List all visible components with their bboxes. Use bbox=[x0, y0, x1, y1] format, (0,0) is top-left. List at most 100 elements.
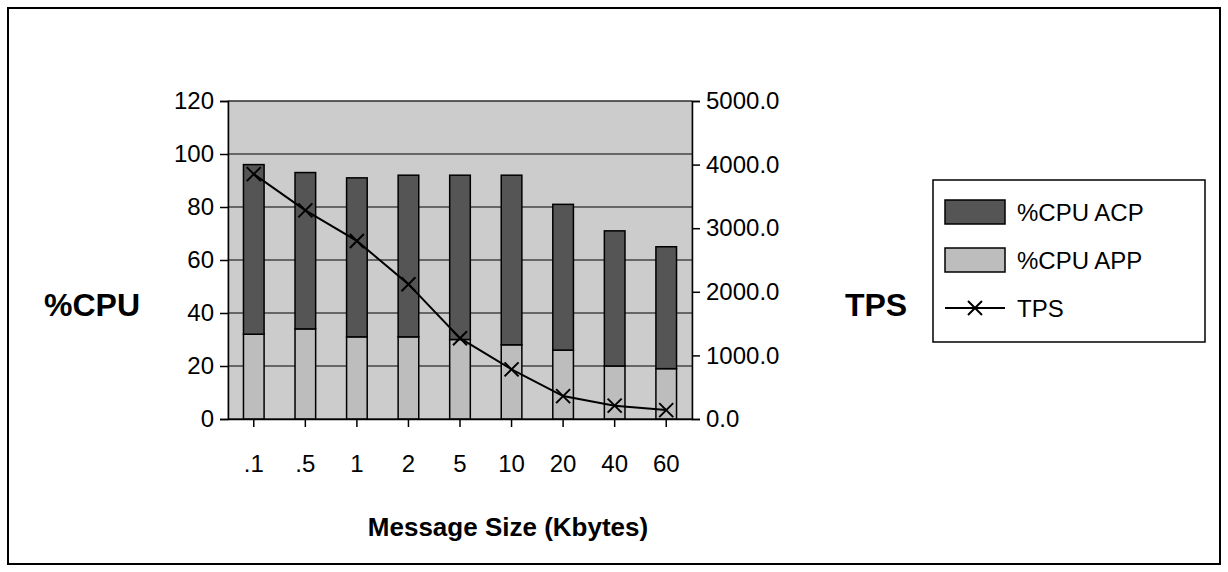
tick: 60 bbox=[187, 246, 228, 273]
tick: 120 bbox=[174, 87, 228, 114]
line-marker bbox=[505, 362, 519, 376]
tick-label: 60 bbox=[187, 246, 214, 273]
tick-label: 1000.0 bbox=[706, 342, 779, 369]
tick: 40 bbox=[601, 419, 628, 477]
tick: 10 bbox=[498, 419, 525, 477]
tick-mark bbox=[220, 260, 228, 262]
tick-label: 2 bbox=[402, 450, 415, 477]
grid bbox=[228, 101, 692, 419]
line-marker bbox=[298, 203, 312, 217]
legend-marker bbox=[968, 301, 982, 315]
tick-mark bbox=[692, 228, 700, 230]
bar-segment bbox=[398, 175, 419, 337]
tick-mark bbox=[459, 419, 461, 427]
tick-mark bbox=[356, 419, 358, 427]
axis-line bbox=[693, 102, 701, 420]
bar-segment bbox=[347, 337, 368, 419]
y2-axis-title: TPS bbox=[845, 287, 907, 323]
tick-label: 20 bbox=[187, 352, 214, 379]
tick-label: 0.0 bbox=[706, 405, 739, 432]
line-series bbox=[254, 174, 666, 410]
tick-mark bbox=[220, 207, 228, 209]
tick-label: 20 bbox=[550, 450, 577, 477]
categories-axis: .1 .5 1 2 5 10 20 40 60 bbox=[229, 419, 693, 477]
tick: 1 bbox=[350, 419, 363, 477]
tick-label: .5 bbox=[295, 450, 315, 477]
tick-mark bbox=[692, 101, 700, 103]
tick: 60 bbox=[653, 419, 680, 477]
bar-segment bbox=[656, 369, 677, 419]
plot-background bbox=[228, 101, 692, 419]
tick-label: 10 bbox=[498, 450, 525, 477]
tick-label: 100 bbox=[174, 140, 214, 167]
tick-label: 120 bbox=[174, 87, 214, 114]
tick: 1000.0 bbox=[692, 342, 779, 369]
bar-segment bbox=[243, 334, 264, 419]
bar-segment bbox=[347, 178, 368, 337]
tick: .5 bbox=[295, 419, 315, 477]
legend-item: TPS bbox=[945, 295, 1064, 322]
tick: 100 bbox=[174, 140, 228, 167]
legend-item: %CPU ACP bbox=[945, 199, 1144, 226]
yticks-axis: 0 20 40 60 80 100 120 bbox=[174, 87, 229, 432]
tick-label: 80 bbox=[187, 193, 214, 220]
y-axis-title: %CPU bbox=[44, 287, 140, 323]
tick-label: 5000.0 bbox=[706, 87, 779, 114]
tick: 5000.0 bbox=[692, 87, 779, 114]
tick-mark bbox=[253, 419, 255, 427]
chart-frame bbox=[8, 8, 1220, 564]
tick-mark bbox=[614, 419, 616, 427]
bar-segment bbox=[553, 350, 574, 419]
bar-segment bbox=[450, 175, 471, 339]
tick: 3000.0 bbox=[692, 214, 779, 241]
tick-mark bbox=[511, 419, 513, 427]
bar-segment bbox=[398, 337, 419, 419]
tick-label: 40 bbox=[187, 299, 214, 326]
grid-line bbox=[228, 154, 692, 155]
bar-segment bbox=[604, 366, 625, 419]
tick: 80 bbox=[187, 193, 228, 220]
tick: 20 bbox=[550, 419, 577, 477]
line-marker bbox=[608, 399, 622, 413]
bar-segment bbox=[295, 173, 316, 329]
tick: 2000.0 bbox=[692, 278, 779, 305]
legend-item: %CPU APP bbox=[945, 247, 1142, 274]
tick: 2 bbox=[402, 419, 415, 477]
legend-swatch bbox=[945, 200, 1005, 224]
tick: 4000.0 bbox=[692, 151, 779, 178]
legend: %CPU ACP %CPU APP TPS bbox=[933, 180, 1205, 342]
x-axis-title: Message Size (Kbytes) bbox=[368, 512, 648, 542]
grid-line bbox=[228, 101, 692, 102]
bar-segment bbox=[450, 340, 471, 420]
bar-segment bbox=[243, 165, 264, 335]
tick-label: 40 bbox=[601, 450, 628, 477]
tick-mark bbox=[408, 419, 410, 427]
line-marker bbox=[247, 167, 261, 181]
tick-mark bbox=[562, 419, 564, 427]
tick-mark bbox=[220, 313, 228, 315]
bar-segment bbox=[501, 345, 522, 419]
tick-mark bbox=[692, 292, 700, 294]
tick-mark bbox=[220, 419, 228, 421]
tick-label: 5 bbox=[453, 450, 466, 477]
axis-line bbox=[220, 102, 229, 420]
tick-label: 3000.0 bbox=[706, 214, 779, 241]
line-marker bbox=[556, 389, 570, 403]
tick: 40 bbox=[187, 299, 228, 326]
tick-mark bbox=[220, 154, 228, 156]
legend-label: TPS bbox=[1017, 295, 1064, 322]
line-marker bbox=[659, 403, 673, 417]
tick-label: 0 bbox=[201, 405, 214, 432]
tick-label: 1 bbox=[350, 450, 363, 477]
line-marker bbox=[401, 277, 415, 291]
legend-label: %CPU ACP bbox=[1017, 199, 1144, 226]
tick-mark bbox=[220, 101, 228, 103]
tick-label: 60 bbox=[653, 450, 680, 477]
tick: 5 bbox=[453, 419, 466, 477]
tick: 0.0 bbox=[692, 405, 739, 432]
tick-mark bbox=[665, 419, 667, 427]
chart: 0204060801001200.01000.02000.03000.04000… bbox=[0, 0, 1228, 572]
tick-mark bbox=[305, 419, 307, 427]
tick-label: .1 bbox=[244, 450, 264, 477]
tick-mark bbox=[220, 366, 228, 368]
